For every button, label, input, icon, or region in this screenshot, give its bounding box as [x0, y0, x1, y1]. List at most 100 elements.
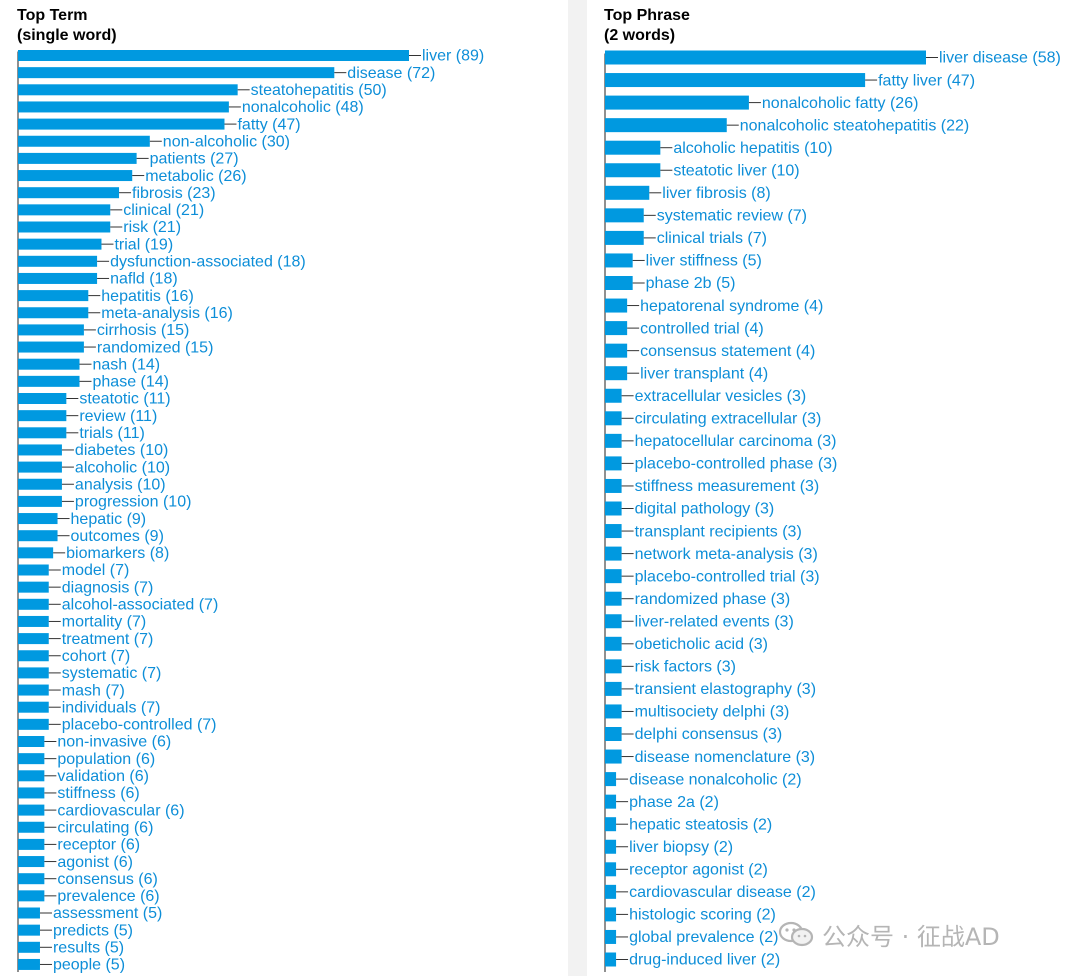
bar	[605, 321, 628, 336]
bar	[605, 298, 628, 313]
bar	[605, 501, 622, 516]
bar-label: assessment (5)	[53, 905, 162, 922]
bar	[18, 152, 137, 164]
bar-label: liver biopsy (2)	[629, 839, 733, 856]
bar-label: treatment (7)	[62, 631, 154, 648]
top-phrase-title: Top Phrase (2 words)	[604, 6, 690, 46]
bar	[605, 478, 622, 493]
bar-label: clinical (21)	[123, 202, 204, 219]
bar	[18, 375, 80, 387]
bar-label: hepatic steatosis (2)	[629, 816, 772, 833]
bar	[18, 427, 67, 439]
bar-label: liver stiffness (5)	[646, 253, 762, 270]
bar	[18, 170, 133, 182]
watermark: 公众号 · 征战AD	[778, 914, 1000, 954]
bar	[18, 410, 67, 422]
bar-label: consensus statement (4)	[640, 343, 815, 360]
bar	[18, 873, 45, 885]
bar-label: nash (14)	[93, 356, 161, 373]
bar-label: meta-analysis (16)	[101, 305, 233, 322]
bar-label: analysis (10)	[75, 476, 166, 493]
bar	[605, 884, 617, 899]
bar	[18, 581, 49, 593]
bar-label: controlled trial (4)	[640, 320, 764, 337]
bar-label: consensus (6)	[57, 871, 158, 888]
bar-label: placebo-controlled phase (3)	[635, 456, 838, 473]
bar-label: fibrosis (23)	[132, 185, 216, 202]
bar	[605, 591, 622, 606]
bar	[18, 393, 67, 404]
bar-label: metabolic (26)	[145, 168, 246, 185]
bar	[18, 255, 98, 267]
bar-label: nonalcoholic fatty (26)	[762, 95, 919, 112]
bar-label: clinical trials (7)	[657, 230, 767, 247]
bar	[605, 569, 622, 584]
bar	[18, 272, 98, 284]
bar-label: disease nomenclature (3)	[635, 749, 816, 766]
top-term-title-line2: (single word)	[17, 27, 117, 44]
bar	[605, 456, 622, 471]
bar-label: disease nonalcoholic (2)	[629, 771, 802, 788]
bar-label: people (5)	[53, 957, 125, 974]
bar-label: patients (27)	[150, 151, 239, 168]
bar	[18, 324, 84, 336]
bar	[18, 615, 49, 627]
bar-label: transient elastography (3)	[635, 681, 816, 698]
bar	[18, 770, 45, 782]
bar-label: validation (6)	[57, 768, 149, 785]
bar-label: liver disease (58)	[939, 50, 1061, 67]
bar-label: fatty (47)	[237, 116, 300, 133]
bar	[18, 804, 45, 816]
bar	[605, 749, 622, 764]
bar-label: randomized phase (3)	[635, 591, 791, 608]
bar	[18, 221, 111, 233]
top-phrase-title-line2: (2 words)	[604, 27, 676, 44]
top-phrase-title-line1: Top Phrase	[604, 7, 690, 24]
bar	[605, 411, 622, 426]
bar	[18, 924, 40, 936]
bar-label: review (11)	[79, 408, 157, 425]
bar	[605, 907, 617, 922]
bar-label: stiffness (6)	[57, 785, 139, 802]
top-term-bar-chart: liver (89)disease (72)steatohepatitis (5…	[17, 48, 484, 974]
bar-label: receptor (6)	[57, 837, 140, 854]
bar	[18, 238, 102, 250]
bar	[605, 704, 622, 719]
bar-label: liver transplant (4)	[640, 365, 768, 382]
bar	[18, 461, 62, 473]
bar	[18, 650, 49, 662]
bar	[18, 187, 120, 199]
bar-label: trials (11)	[79, 425, 145, 442]
bar	[18, 444, 62, 456]
bar-label: diabetes (10)	[75, 442, 168, 459]
bar	[18, 890, 45, 902]
bar-label: extracellular vesicles (3)	[635, 388, 807, 405]
bar-label: model (7)	[62, 562, 130, 579]
bar-label: hepatorenal syndrome (4)	[640, 298, 823, 315]
bar-label: global prevalence (2)	[629, 929, 778, 946]
bar-label: dysfunction-associated (18)	[110, 254, 306, 271]
bar	[605, 772, 617, 787]
bar	[18, 67, 335, 79]
bar	[18, 358, 80, 370]
bar-label: trial (19)	[114, 236, 173, 253]
bar	[605, 794, 617, 809]
bar	[605, 73, 866, 88]
bar	[18, 341, 84, 353]
bar-label: digital pathology (3)	[635, 501, 775, 518]
bar	[605, 253, 633, 268]
bar	[18, 84, 238, 96]
bar	[605, 208, 644, 223]
bar	[18, 598, 49, 610]
bar	[18, 718, 49, 730]
bar-label: population (6)	[57, 751, 155, 768]
bar	[605, 388, 622, 403]
bar-label: circulating extracellular (3)	[635, 411, 822, 428]
bar	[18, 821, 45, 833]
bar-label: liver (89)	[422, 48, 484, 65]
bar	[18, 787, 45, 799]
bar	[605, 839, 617, 854]
bar-label: biomarkers (8)	[66, 545, 169, 562]
bar-label: disease (72)	[347, 65, 435, 82]
bar	[18, 513, 58, 525]
